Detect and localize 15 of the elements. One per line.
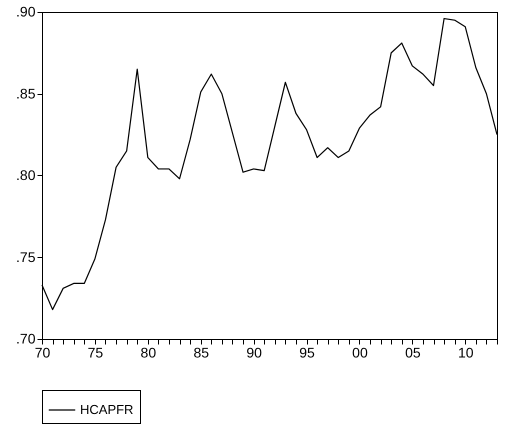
x-tick-label: 85 [193,344,210,360]
y-tick-label: .70 [16,330,36,346]
x-tick-label: 95 [299,344,316,360]
x-tick-label: 10 [458,344,474,360]
x-tick-label: 80 [140,344,156,360]
y-tick-label: .80 [16,167,36,183]
y-tick-label: .85 [16,85,36,102]
y-tick-label: .75 [16,248,36,265]
x-tick-label: 00 [352,344,368,360]
legend-label: HCAPFR [80,402,134,417]
x-tick-label: 75 [88,344,104,360]
x-tick-label: 05 [405,344,421,360]
y-tick-label: .90 [16,4,36,20]
x-tick-label: 70 [34,344,50,360]
x-tick-label: 90 [246,344,262,360]
